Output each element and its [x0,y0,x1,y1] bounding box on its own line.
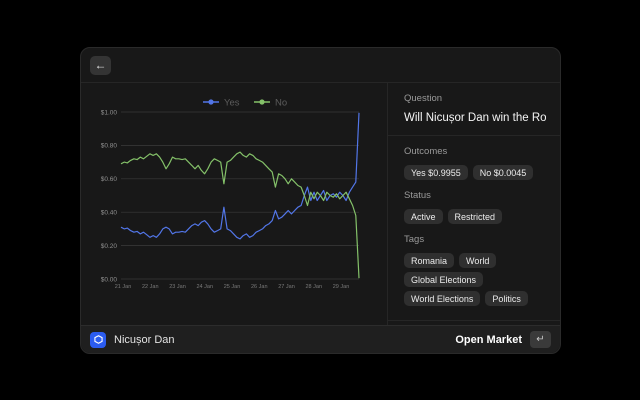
back-arrow-icon: ← [94,57,107,72]
x-axis-tick-label: 26 Jan [251,284,268,290]
search-input[interactable]: Nicușor Dan [114,333,175,346]
question-label: Question [404,93,443,104]
y-axis-tick-label: $0.80 [101,143,118,150]
x-axis-tick-label: 21 Jan [115,284,132,290]
tags-row: Romania World Global Elections World Electi… [404,253,546,306]
chart-area: $1.00 $0.80 $0.60 $0.40 $0.20 $0.00 21 Jan 22 J… [81,83,387,326]
outcome-badge: No $0.0045 [472,165,534,180]
market-logo-icon [90,331,106,348]
divider [388,135,560,136]
tag-badge: Global Elections [404,272,484,287]
market-detail-window: ← $1.00 $0.80 $0.60 $0.40 $0.20 $0.00 21 Jan 22… [80,47,561,354]
tag-badge: World [459,253,497,268]
y-axis-tick-label: $0.40 [101,210,118,217]
window-header: ← [81,48,560,83]
x-axis-tick-label: 27 Jan [278,284,295,290]
y-axis-tick-label: $1.00 [101,109,118,116]
legend-label: No [275,97,287,108]
tag-badge: World Elections [404,291,481,306]
series-line-no [120,151,360,279]
tags-label: Tags [404,234,425,245]
open-market-action[interactable]: Open Market [455,333,522,346]
x-axis-tick-label: 22 Jan [142,284,159,290]
status-label: Status [404,190,431,201]
x-axis-tick-label: 23 Jan [169,284,186,290]
outcomes-label: Outcomes [404,146,448,157]
x-axis-tick-label: 24 Jan [196,284,213,290]
series-line-yes [120,112,360,240]
x-axis-tick-label: 28 Jan [305,284,322,290]
y-axis-tick-label: $0.00 [101,276,118,283]
outcome-badge: Yes $0.9955 [404,165,468,180]
question-title: Will Nicușor Dan win the Romanian... [404,112,546,124]
details-panel: Question Will Nicușor Dan win the Romani… [387,83,560,326]
x-axis-tick-label: 29 Jan [333,284,350,290]
command-bar[interactable]: Nicușor Dan Open Market ↵ [81,325,560,353]
legend-marker-icon [208,99,214,105]
divider [388,320,560,321]
status-row: Active Restricted [404,209,546,224]
return-key-icon: ↵ [530,331,551,348]
window-body: $1.00 $0.80 $0.60 $0.40 $0.20 $0.00 21 Jan 22 J… [81,83,560,326]
y-axis-tick-label: $0.60 [101,176,118,183]
legend-marker-icon [259,99,265,105]
outcomes-row: Yes $0.9955 No $0.0045 [404,165,546,180]
back-button[interactable]: ← [90,55,111,75]
legend-label: Yes [224,97,240,108]
x-axis-tick-label: 25 Jan [224,284,241,290]
status-badge: Restricted [447,209,503,224]
status-badge: Active [404,209,443,224]
tag-badge: Romania [404,253,455,268]
y-axis-tick-label: $0.20 [101,243,118,250]
tag-badge: Politics [485,291,528,306]
